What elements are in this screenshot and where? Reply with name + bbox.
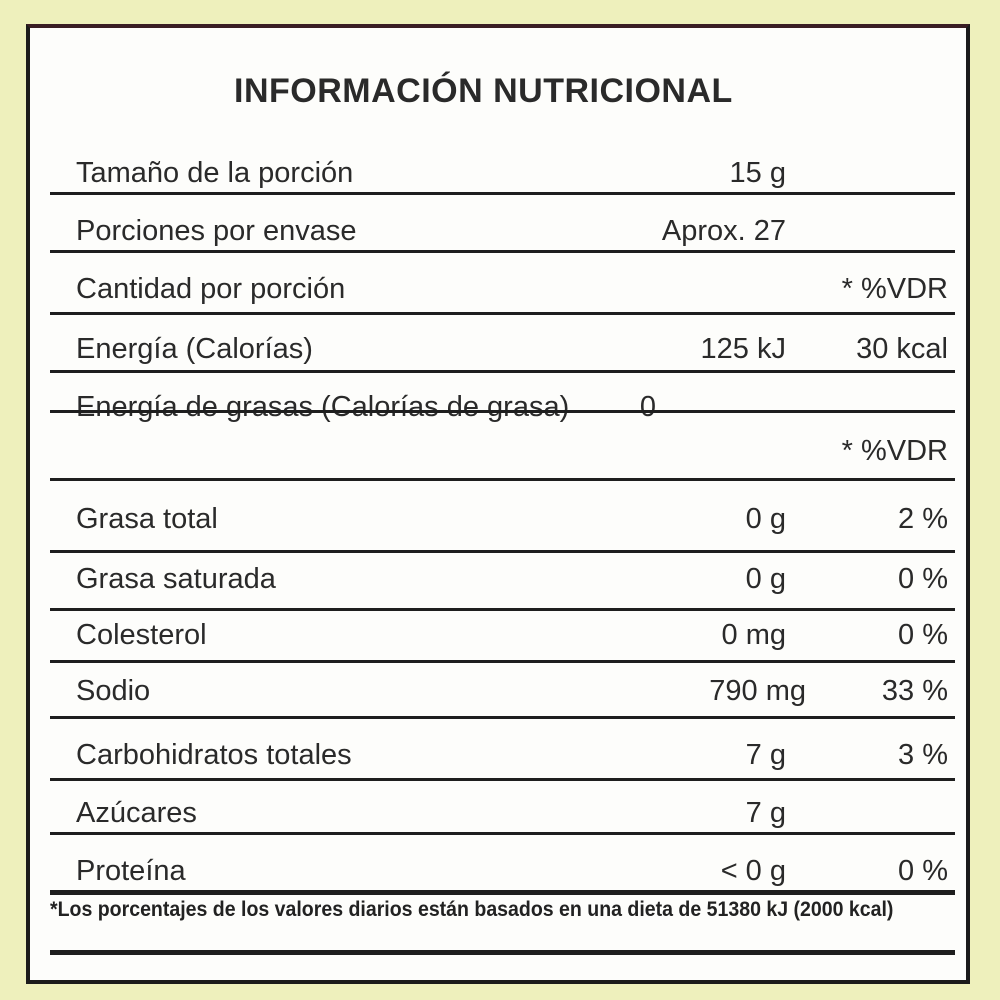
divider bbox=[50, 192, 955, 195]
divider bbox=[50, 410, 955, 413]
nutrition-row: Energía (Calorías) 125 kJ 30 kcal bbox=[76, 326, 956, 366]
nutrient-percent: 33 % bbox=[881, 675, 948, 707]
nutrient-percent: 0 % bbox=[898, 855, 948, 887]
nutrition-row: Carbohidratos totales 7 g 3 % bbox=[76, 732, 956, 772]
divider bbox=[50, 950, 955, 955]
nutrient-name: Colesterol bbox=[76, 619, 207, 651]
nutrient-percent: 3 % bbox=[898, 739, 948, 771]
nutrition-row: Proteína < 0 g 0 % bbox=[76, 848, 956, 888]
nutrition-row: Energía de grasas (Calorías de grasa) 0 bbox=[76, 384, 956, 424]
divider bbox=[50, 660, 955, 663]
nutrient-percent: * %VDR bbox=[841, 273, 948, 305]
nutrition-row: Grasa saturada 0 g 0 % bbox=[76, 556, 956, 596]
nutrient-percent: 2 % bbox=[898, 503, 948, 535]
nutrient-amount: 7 g bbox=[745, 797, 786, 829]
nutrition-row: Porciones por envase Aprox. 27 bbox=[76, 208, 956, 248]
divider bbox=[50, 608, 955, 611]
nutrient-percent: * %VDR bbox=[841, 435, 948, 467]
label-title: INFORMACIÓN NUTRICIONAL bbox=[234, 72, 733, 110]
nutrition-row: * %VDR bbox=[76, 428, 956, 468]
nutrient-name: Energía de grasas (Calorías de grasa) bbox=[76, 391, 570, 423]
nutrient-amount: 0 g bbox=[745, 503, 786, 535]
nutrient-name: Tamaño de la porción bbox=[76, 157, 354, 189]
footnote: *Los porcentajes de los valores diarios … bbox=[50, 898, 894, 921]
nutrition-row: Cantidad por porción * %VDR bbox=[76, 266, 956, 306]
nutrition-row: Colesterol 0 mg 0 % bbox=[76, 612, 956, 652]
nutrient-amount: 0 bbox=[639, 391, 656, 423]
divider bbox=[50, 778, 955, 781]
nutrient-amount: 15 g bbox=[729, 157, 786, 189]
nutrition-row: Azúcares 7 g bbox=[76, 790, 956, 830]
nutrient-amount: < 0 g bbox=[720, 855, 786, 887]
nutrient-amount: 0 mg bbox=[721, 619, 786, 651]
nutrient-amount: Aprox. 27 bbox=[661, 215, 786, 247]
nutrient-name: Carbohidratos totales bbox=[76, 739, 352, 771]
divider bbox=[50, 250, 955, 253]
nutrient-name: Azúcares bbox=[76, 797, 197, 829]
nutrient-name: Grasa saturada bbox=[76, 563, 276, 595]
divider bbox=[50, 716, 955, 719]
divider bbox=[50, 370, 955, 373]
nutrient-name: Cantidad por porción bbox=[76, 273, 346, 305]
divider bbox=[50, 478, 955, 481]
nutrient-percent: 0 % bbox=[898, 619, 948, 651]
nutrient-percent: 0 % bbox=[898, 563, 948, 595]
nutrient-amount: 790 mg bbox=[709, 675, 806, 707]
nutrition-label bbox=[26, 24, 970, 984]
nutrition-row: Tamaño de la porción 15 g bbox=[76, 150, 956, 190]
nutrient-amount: 7 g bbox=[745, 739, 786, 771]
divider bbox=[50, 832, 955, 835]
nutrient-name: Energía (Calorías) bbox=[76, 333, 313, 365]
nutrient-name: Sodio bbox=[76, 675, 151, 707]
nutrition-row: Grasa total 0 g 2 % bbox=[76, 496, 956, 536]
nutrient-amount: 0 g bbox=[745, 563, 786, 595]
nutrition-row: Sodio 790 mg 33 % bbox=[76, 668, 956, 708]
nutrient-name: Porciones por envase bbox=[76, 215, 357, 247]
divider bbox=[50, 550, 955, 553]
nutrient-percent: 30 kcal bbox=[856, 333, 948, 365]
nutrient-amount: 125 kJ bbox=[700, 333, 786, 365]
divider bbox=[50, 312, 955, 315]
divider bbox=[50, 890, 955, 895]
nutrient-name: Proteína bbox=[76, 855, 186, 887]
nutrient-name: Grasa total bbox=[76, 503, 218, 535]
